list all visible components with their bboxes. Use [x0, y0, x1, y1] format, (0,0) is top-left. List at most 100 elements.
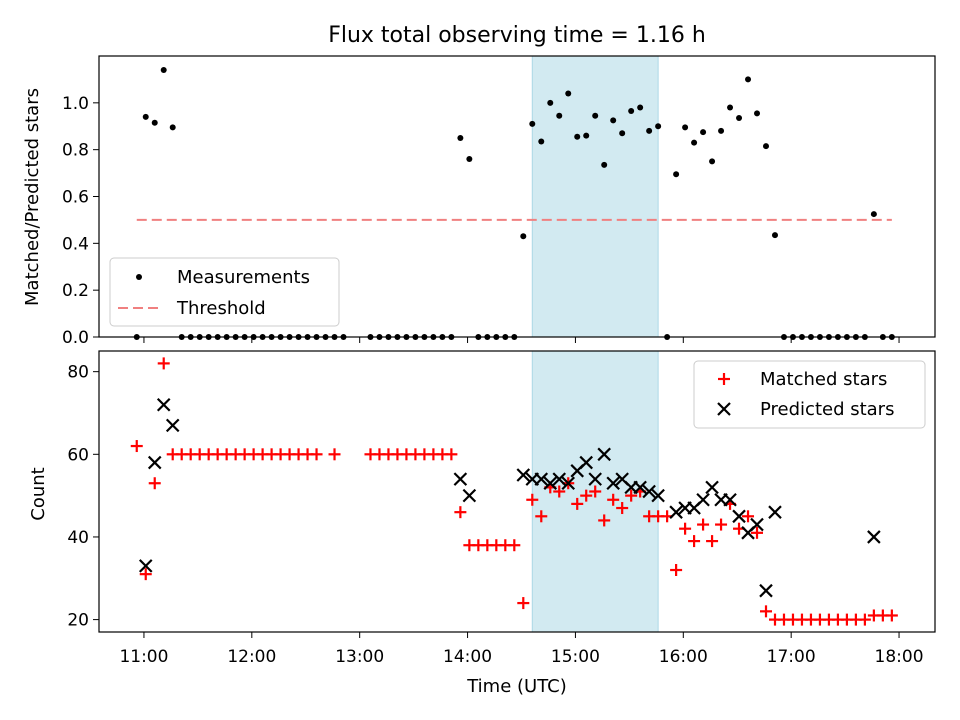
y-tick-label: 0.4: [62, 234, 89, 254]
matched-point: [445, 448, 458, 461]
measurement-point: [142, 113, 149, 120]
measurement-point: [574, 133, 581, 140]
predicted-point: [705, 480, 719, 495]
measurement-point: [763, 143, 770, 150]
matched-point: [148, 477, 161, 490]
predicted-point: [156, 397, 171, 412]
matched-point: [571, 497, 584, 510]
x-tick-label: 18:00: [875, 647, 924, 667]
matched-point: [328, 448, 341, 461]
measurement-point: [673, 171, 680, 178]
x-tick-label: 12:00: [227, 647, 276, 667]
measurement-point: [160, 67, 167, 74]
measurement-point: [610, 117, 617, 124]
matched-point: [688, 535, 701, 548]
matched-point: [742, 510, 755, 523]
measurement-point: [619, 130, 626, 137]
matched-point: [580, 489, 593, 502]
measurement-point: [754, 110, 761, 117]
matched-point: [526, 493, 539, 506]
measurement-point: [565, 90, 572, 97]
measurement-point: [709, 158, 716, 165]
measurement-point: [592, 112, 599, 119]
matched-point: [670, 564, 683, 577]
predicted-point: [453, 472, 468, 486]
measurement-point: [529, 120, 536, 127]
predicted-point: [768, 505, 782, 519]
measurement-point: [727, 104, 734, 111]
measurement-point: [547, 99, 554, 106]
matched-point: [535, 510, 548, 523]
measurement-point: [682, 124, 689, 131]
predicted-point: [867, 530, 881, 544]
measurement-point: [745, 76, 752, 83]
measurement-point: [646, 127, 653, 134]
legend: Measurements Threshold: [109, 257, 340, 327]
matched-point: [616, 502, 629, 515]
measurement-point: [637, 104, 644, 111]
matched-point: [454, 506, 467, 519]
measurement-point: [601, 161, 608, 168]
legend-marker-matched: [718, 373, 730, 385]
measurement-point: [736, 115, 743, 122]
predicted-point: [606, 476, 620, 491]
legend-label-threshold: Threshold: [176, 298, 266, 319]
predicted-point: [579, 455, 593, 470]
measurement-point: [457, 134, 464, 141]
predicted-point: [543, 476, 558, 491]
measurement-point: [771, 232, 778, 239]
legend-label-matched: Matched stars: [760, 369, 887, 390]
matched-point: [751, 526, 764, 539]
plot-frame: [98, 55, 936, 338]
matched-point: [607, 493, 620, 506]
matched-point: [885, 609, 898, 622]
measurement-point: [718, 127, 725, 134]
predicted-point: [642, 484, 656, 499]
matched-point: [139, 568, 152, 581]
matched-point: [517, 597, 530, 610]
matched-point: [625, 489, 638, 502]
predicted-point: [759, 583, 773, 598]
y-axis-label: Count: [28, 467, 49, 520]
legend: Matched stars Predicted stars: [693, 360, 926, 429]
x-tick-label: 15:00: [551, 647, 600, 667]
measurement-point: [691, 139, 698, 146]
matched-point: [157, 357, 170, 370]
y-tick-label: 0.0: [62, 328, 89, 348]
predicted-point: [696, 492, 710, 507]
predicted-point: [723, 492, 737, 507]
measurement-point: [583, 132, 590, 139]
y-tick-label: 0.6: [62, 188, 89, 208]
measurement-point: [520, 233, 527, 240]
x-tick-label: 13:00: [335, 647, 384, 667]
measurement-point: [466, 156, 473, 163]
predicted-point: [462, 488, 477, 503]
predicted-point: [651, 488, 665, 503]
predicted-point: [597, 447, 611, 462]
predicted-point: [165, 418, 180, 433]
predicted-point: [588, 472, 602, 486]
matched-point: [679, 522, 692, 535]
measurement-point: [151, 119, 158, 126]
y-tick-label: 0.2: [62, 281, 89, 301]
matched-point: [310, 448, 323, 461]
matched-points: [130, 357, 898, 626]
x-axis-ticks: 11:00 12:00 13:00 14:00 15:00 16:00 17:00 18:00: [119, 632, 924, 667]
x-tick-label: 11:00: [119, 647, 168, 667]
legend-marker-measurements: [136, 274, 142, 280]
y-tick-label: 1.0: [62, 94, 89, 114]
y-axis-ticks: 0.0 0.2 0.4 0.6 0.8 1.0: [62, 94, 99, 348]
matched-point: [715, 518, 728, 531]
measurement-points: [133, 67, 895, 340]
y-axis-ticks: 20 40 60 80: [67, 363, 99, 631]
measurement-point: [870, 211, 877, 218]
predicted-point: [516, 468, 531, 482]
matched-point: [858, 613, 871, 626]
predicted-point: [669, 505, 683, 519]
measurement-point: [169, 124, 176, 131]
matched-point: [598, 514, 611, 527]
x-tick-label: 17:00: [767, 647, 816, 667]
predicted-point: [147, 455, 162, 470]
